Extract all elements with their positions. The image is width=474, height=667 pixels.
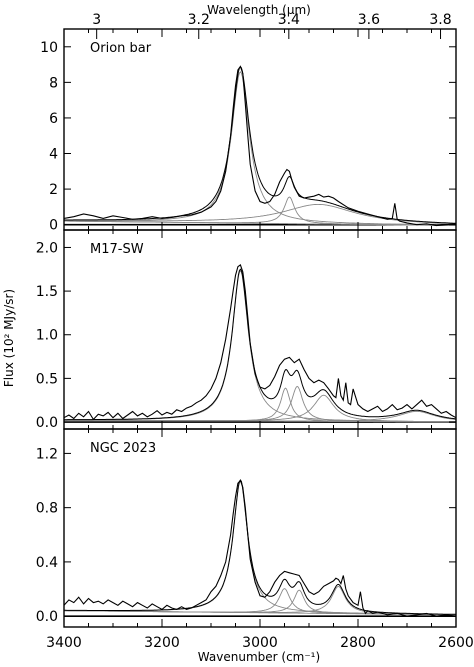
panel-frame [63, 229, 457, 430]
y-tick-label: 10 [40, 40, 58, 56]
y-tick-label: 0 [49, 218, 58, 234]
panel-3: 0.0 0.4 0.8 1.2 NGC 2023 [36, 428, 457, 628]
panel-2: 0.0 0.5 1.0 1.5 2.0 M17-SW [36, 229, 457, 431]
panel-frame [63, 428, 457, 628]
total-fit [64, 268, 457, 421]
x-tick-label: 3400 [46, 635, 82, 651]
y-tick-label: 1.0 [36, 328, 58, 344]
y-tick-label: 4 [49, 147, 58, 163]
top-axis-title: Wavelength (μm) [207, 3, 311, 17]
observed-spectrum [63, 264, 457, 421]
y-tick-label: 1.5 [36, 284, 58, 300]
x-axis-title: Wavenumber (cm⁻¹) [198, 650, 320, 664]
top-axis-tick-label: 3.6 [358, 12, 380, 28]
panel-frame [63, 28, 457, 231]
y-tick-label: 0.4 [36, 555, 58, 571]
top-axis-tick-label: 3.2 [188, 12, 210, 28]
component-1 [64, 270, 456, 423]
y-tick-label: 0.5 [36, 371, 58, 387]
x-tick-label: 2600 [438, 635, 474, 651]
total-fit [64, 66, 456, 224]
y-tick-label: 6 [49, 111, 58, 127]
x-tick-label: 2800 [340, 635, 376, 651]
observed-spectrum [63, 479, 457, 617]
panel-label: Orion bar [90, 41, 152, 56]
panel-label: NGC 2023 [90, 441, 156, 456]
y-tick-label: 2 [49, 182, 58, 198]
y-tick-label: 1.2 [36, 446, 58, 462]
panel-label: M17-SW [90, 242, 144, 257]
y-tick-label: 0.0 [36, 609, 58, 625]
top-axis-tick-label: 3.8 [429, 12, 451, 28]
total-fit [64, 479, 457, 615]
x-tick-label: 3200 [144, 635, 180, 651]
top-axis-tick-label: 3 [92, 12, 101, 28]
y-tick-label: 0.0 [36, 415, 58, 431]
y-tick-label: 8 [49, 75, 58, 91]
observed-spectrum [63, 65, 457, 227]
x-tick-label: 3000 [242, 635, 278, 651]
top-axis-tick-label: 3.4 [278, 12, 300, 28]
y-tick-label: 0.8 [36, 501, 58, 517]
y-axis-title: Flux (10² MJy/sr) [2, 289, 16, 387]
y-tick-label: 2.0 [36, 240, 58, 256]
component-2 [63, 387, 456, 423]
panel-1: 0 2 4 6 8 10 Orion bar [40, 28, 457, 234]
component-3 [64, 203, 456, 225]
component-1 [64, 71, 456, 226]
